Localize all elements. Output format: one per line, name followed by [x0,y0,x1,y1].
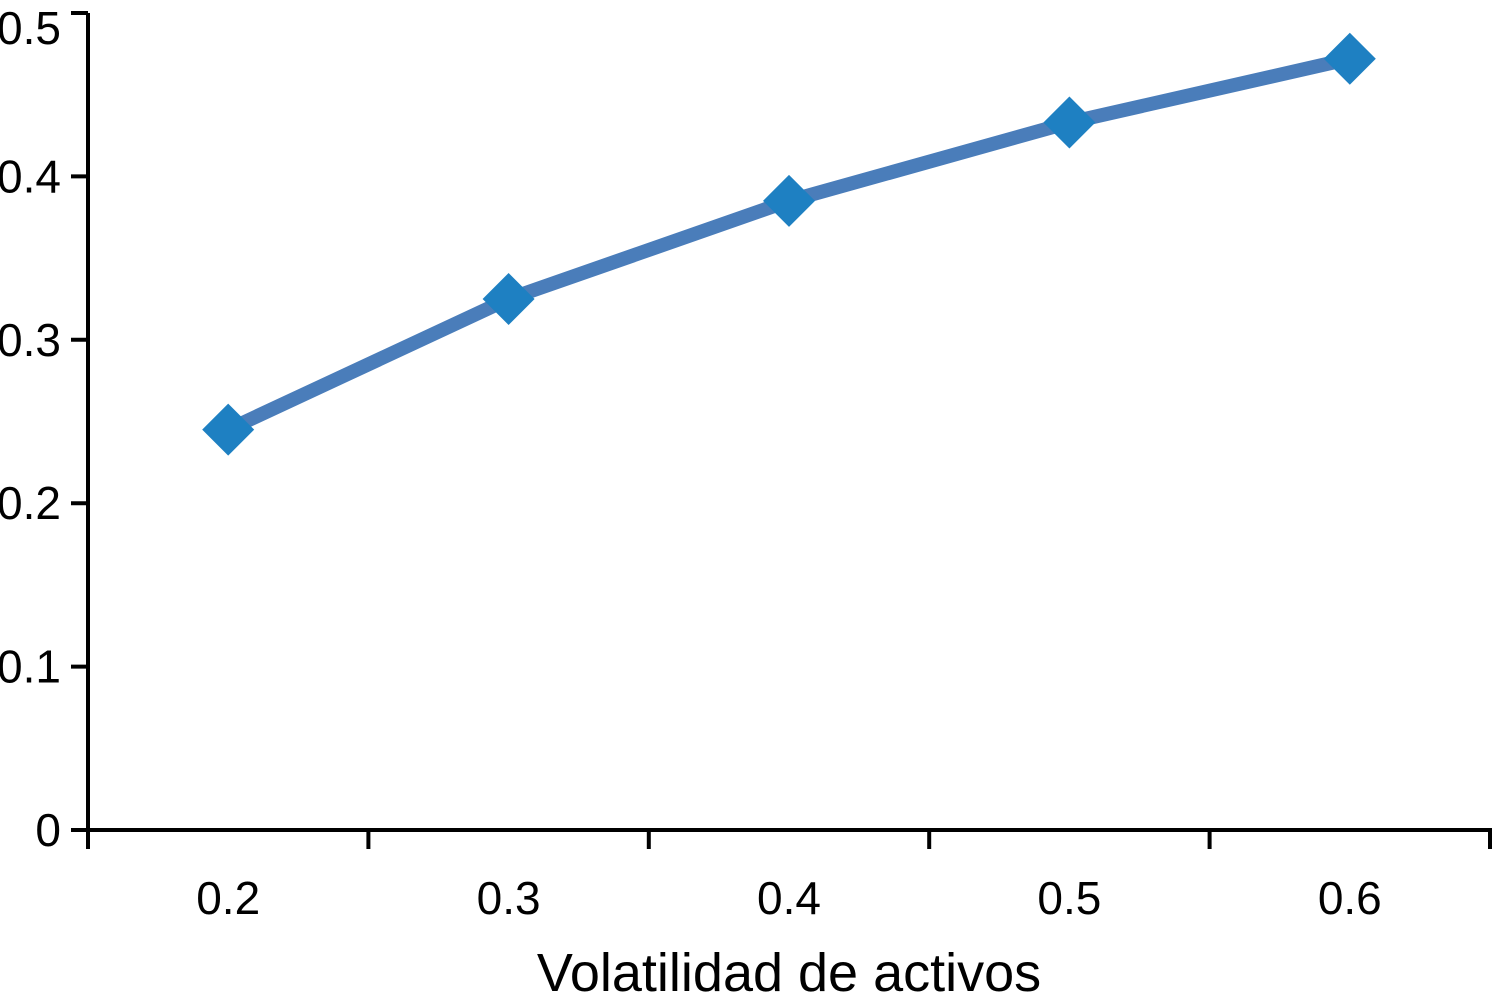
data-line-series [225,51,1352,437]
data-point-marker [763,174,815,227]
x-axis-title: Volatilidad de activos [536,943,1042,1002]
y-tick-label: 0.1 [0,641,61,693]
data-point-marker [202,403,255,456]
x-tick-label: 0.4 [757,872,821,924]
x-tick-label: 0.2 [196,872,260,924]
data-point-marker [1323,32,1376,85]
x-tick-label: 0.5 [1037,872,1101,924]
y-tick-label: 0.5 [0,2,61,54]
y-tick-label: 0.2 [0,477,61,529]
data-point-marker [1043,96,1096,149]
y-tick-label: 0 [35,804,61,856]
y-tick-label: 0.3 [0,314,61,366]
y-tick-label: 0.4 [0,150,61,202]
x-tick-label: 0.6 [1318,872,1382,924]
x-tick-label: 0.3 [477,872,541,924]
data-point-marker [482,272,535,325]
